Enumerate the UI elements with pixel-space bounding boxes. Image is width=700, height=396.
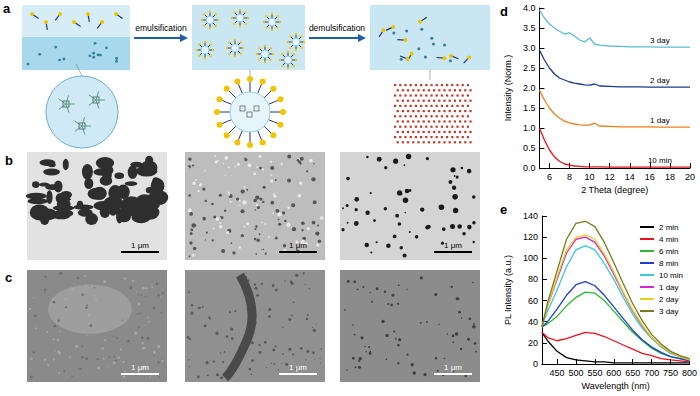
- svg-text:140: 140: [523, 211, 538, 221]
- svg-text:700: 700: [644, 368, 659, 378]
- svg-text:1 μm: 1 μm: [131, 241, 149, 250]
- svg-text:3.0: 3.0: [523, 43, 536, 53]
- svg-text:e: e: [500, 202, 507, 217]
- svg-text:3 day: 3 day: [659, 307, 679, 316]
- svg-text:1 μm: 1 μm: [131, 363, 149, 372]
- svg-text:1 day: 1 day: [650, 116, 670, 125]
- svg-text:4 min: 4 min: [659, 235, 679, 244]
- svg-text:12: 12: [605, 172, 615, 182]
- svg-text:100: 100: [523, 253, 538, 263]
- svg-text:1 μm: 1 μm: [444, 241, 462, 250]
- svg-text:80: 80: [528, 274, 538, 284]
- svg-text:3.5: 3.5: [523, 23, 536, 33]
- svg-text:0.5: 0.5: [523, 143, 536, 153]
- svg-text:8: 8: [567, 172, 572, 182]
- svg-text:650: 650: [625, 368, 640, 378]
- svg-text:Intensity (Norm.): Intensity (Norm.): [503, 55, 513, 122]
- svg-text:6 min: 6 min: [659, 247, 679, 256]
- svg-text:500: 500: [568, 368, 583, 378]
- svg-text:2 Theta (degree): 2 Theta (degree): [581, 185, 648, 195]
- svg-text:2.5: 2.5: [523, 63, 536, 73]
- svg-text:2 day: 2 day: [650, 76, 670, 85]
- svg-text:1.0: 1.0: [523, 123, 536, 133]
- svg-text:550: 550: [587, 368, 602, 378]
- svg-text:0.0: 0.0: [523, 163, 536, 173]
- svg-text:120: 120: [523, 232, 538, 242]
- svg-text:PL Intensity (a.u.): PL Intensity (a.u.): [503, 255, 513, 325]
- svg-text:10 min: 10 min: [648, 156, 672, 165]
- svg-text:c: c: [5, 270, 12, 285]
- svg-text:demulsification: demulsification: [309, 23, 365, 33]
- svg-text:3 day: 3 day: [650, 36, 670, 45]
- svg-text:6: 6: [547, 172, 552, 182]
- svg-text:2 day: 2 day: [659, 295, 679, 304]
- svg-text:1 μm: 1 μm: [289, 241, 307, 250]
- svg-text:b: b: [5, 153, 13, 168]
- svg-text:0: 0: [533, 359, 538, 369]
- svg-text:emulsification: emulsification: [135, 23, 187, 33]
- svg-text:20: 20: [685, 172, 695, 182]
- svg-text:d: d: [500, 4, 508, 19]
- svg-text:450: 450: [550, 368, 565, 378]
- svg-text:1 μm: 1 μm: [289, 363, 307, 372]
- svg-text:40: 40: [528, 317, 538, 327]
- svg-text:1 day: 1 day: [659, 283, 679, 292]
- svg-text:16: 16: [645, 172, 655, 182]
- svg-text:2.0: 2.0: [523, 83, 536, 93]
- svg-text:1.5: 1.5: [523, 103, 536, 113]
- svg-text:14: 14: [625, 172, 635, 182]
- svg-text:Wavelength (nm): Wavelength (nm): [582, 381, 650, 391]
- svg-text:a: a: [3, 1, 11, 16]
- svg-text:1 μm: 1 μm: [444, 363, 462, 372]
- svg-text:10 min: 10 min: [659, 271, 683, 280]
- svg-text:800: 800: [682, 368, 697, 378]
- svg-text:10: 10: [585, 172, 595, 182]
- svg-text:8 min: 8 min: [659, 259, 679, 268]
- svg-text:2 min: 2 min: [659, 223, 679, 232]
- svg-text:20: 20: [528, 338, 538, 348]
- svg-text:600: 600: [606, 368, 621, 378]
- svg-text:60: 60: [528, 296, 538, 306]
- svg-text:18: 18: [665, 172, 675, 182]
- svg-text:750: 750: [663, 368, 678, 378]
- svg-text:4.0: 4.0: [523, 3, 536, 13]
